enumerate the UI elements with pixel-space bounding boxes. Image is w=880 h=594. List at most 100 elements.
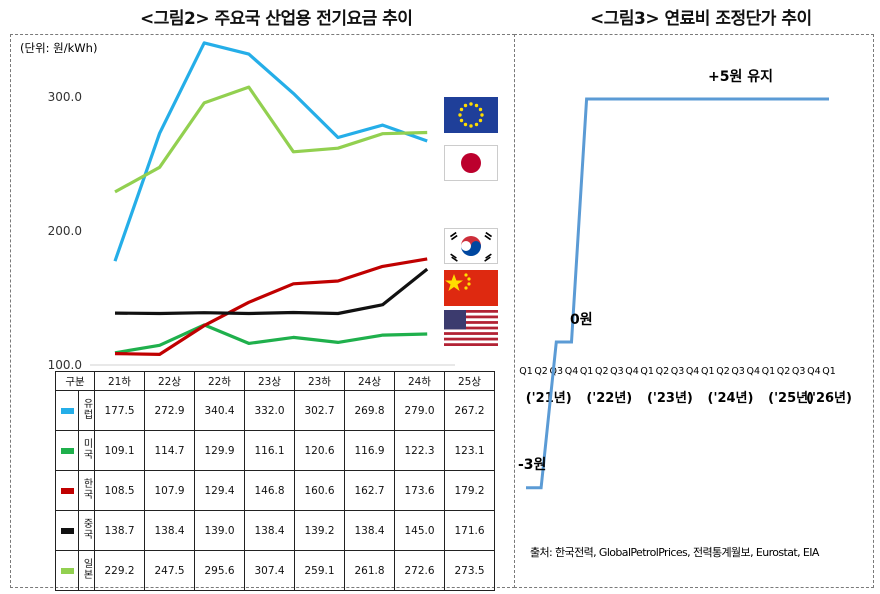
table-row: 일본 229.2 247.5 295.6 307.4 259.1 261.8 272.6 273… (55, 550, 495, 591)
stripe (444, 323, 498, 327)
quarter-tick-label: Q1 (762, 366, 776, 377)
legend-swatch-europe (60, 407, 74, 414)
quarter-tick-label: Q1 (640, 366, 654, 377)
y-tick-label: 200.0 (48, 224, 82, 238)
table-cell: 302.7 (294, 390, 345, 431)
year-label: ('25년) (768, 391, 814, 406)
table-cell: 129.4 (194, 470, 245, 511)
quarter-tick-label: Q4 (747, 366, 761, 377)
series-name: 미국 (81, 438, 92, 460)
star-icon (478, 107, 483, 112)
quarter-tick-label: Q4 (625, 366, 639, 377)
table-cell: 247.5 (144, 550, 195, 591)
legend-swatch-cell (55, 510, 79, 551)
taegeuk-icon (449, 231, 493, 262)
table-cell: 229.2 (94, 550, 145, 591)
table-cell: 162.7 (344, 470, 395, 511)
star-icon (469, 124, 473, 128)
stripe (444, 329, 498, 333)
japan-flag (444, 145, 498, 181)
table-cell: 179.2 (444, 470, 495, 511)
table-row: 중국 138.7 138.4 139.0 138.4 139.2 138.4 145.0 171… (55, 510, 495, 551)
star-icon (480, 113, 484, 117)
table-cell: 146.8 (244, 470, 295, 511)
series-name: 중국 (81, 518, 92, 540)
annotation-plus5: +5원 유지 (708, 69, 773, 85)
table-cell: 332.0 (244, 390, 295, 431)
year-label: ('26년) (806, 391, 852, 406)
legend-swatch-cell (55, 470, 79, 511)
legend-swatch-korea (60, 487, 74, 494)
table-cell: 259.1 (294, 550, 345, 591)
table-cell: 122.3 (394, 430, 445, 471)
table-cell: 171.6 (444, 510, 495, 551)
unit-label: (단위: 원/kWh) (20, 41, 97, 55)
stripe (444, 337, 498, 341)
table-column-header: 22상 (144, 371, 195, 391)
stripe (444, 334, 498, 338)
table-row: 미국 109.1 114.7 129.9 116.1 120.6 116.9 122.3 123… (55, 430, 495, 471)
star-icon (459, 107, 464, 112)
table-cell: 273.5 (444, 550, 495, 591)
stripe (444, 312, 498, 316)
table-cell: 109.1 (94, 430, 145, 471)
series-lines (113, 41, 429, 356)
series-line-europe (113, 41, 428, 262)
star-icon (459, 118, 464, 123)
table-column-header: 24하 (394, 371, 445, 391)
table-cell: 272.9 (144, 390, 195, 431)
table-column-header: 25상 (444, 371, 495, 391)
table-body: 유럽 177.5 272.9 340.4 332.0 302.7 269.8 279.0 267… (55, 390, 495, 591)
table-cell: 340.4 (194, 390, 245, 431)
table-cell: 107.9 (144, 470, 195, 511)
series-name-cell: 유럽 (78, 390, 95, 431)
table-cell: 279.0 (394, 390, 445, 431)
legend-swatch-china (60, 527, 74, 534)
quarter-ticks: Q1 Q2 Q3 Q4 Q1 Q2 Q3 Q4 Q1 Q2 Q3 Q4 Q1 Q2 Q3 Q4 Q1 Q2 Q3 Q4… (519, 366, 836, 377)
quarter-tick-label: Q3 (671, 366, 685, 377)
quarter-tick-label: Q3 (550, 366, 564, 377)
table-column-header: 23하 (294, 371, 345, 391)
year-label: ('24년) (708, 391, 754, 406)
table-cell: 120.6 (294, 430, 345, 471)
table-cell: 307.4 (244, 550, 295, 591)
table-cell: 139.2 (294, 510, 345, 551)
series-name-cell: 일본 (78, 550, 95, 591)
series-line-usa (114, 323, 428, 355)
table-cell: 114.7 (144, 430, 195, 471)
china-flag (444, 270, 498, 306)
legend-swatch-cell (55, 550, 79, 591)
star-icon (463, 122, 468, 127)
table-cell: 160.6 (294, 470, 345, 511)
price-data-table: 구분 21하 22상 22하 23상 23하 24상 24하 25상 유럽 177.5 272.9… (55, 371, 495, 591)
table-cell: 295.6 (194, 550, 245, 591)
series-name-cell: 중국 (78, 510, 95, 551)
quarter-tick-label: Q3 (731, 366, 745, 377)
table-header-label: 구분 (55, 371, 95, 391)
china-stars-icon (445, 273, 471, 291)
year-labels: ('21년) ('22년) ('23년) ('24년) ('25년)('26년) (526, 391, 852, 406)
series-name: 한국 (81, 478, 92, 500)
table-header-row: 구분 21하 22상 22하 23상 23하 24상 24하 25상 (55, 371, 495, 391)
quarter-tick-label: Q2 (534, 366, 548, 377)
table-cell: 139.0 (194, 510, 245, 551)
legend-swatch-cell (55, 430, 79, 471)
quarter-tick-label: Q4 (686, 366, 700, 377)
table-column-header: 22하 (194, 371, 245, 391)
table-cell: 261.8 (344, 550, 395, 591)
legend-swatch-usa (60, 447, 74, 454)
left-chart-title: <그림2> 주요국 산업용 전기요금 추이 (140, 9, 413, 29)
table-cell: 129.9 (194, 430, 245, 471)
eu-stars-icon (458, 102, 484, 128)
quarter-tick-label: Q2 (656, 366, 670, 377)
y-tick-label: 100.0 (48, 358, 82, 372)
table-cell: 173.6 (394, 470, 445, 511)
table-cell: 138.4 (144, 510, 195, 551)
quarter-tick-label: Q2 (595, 366, 609, 377)
series-line-china (114, 267, 429, 316)
stripe (444, 321, 498, 325)
series-name: 일본 (81, 558, 92, 580)
korea-flag (444, 228, 498, 264)
